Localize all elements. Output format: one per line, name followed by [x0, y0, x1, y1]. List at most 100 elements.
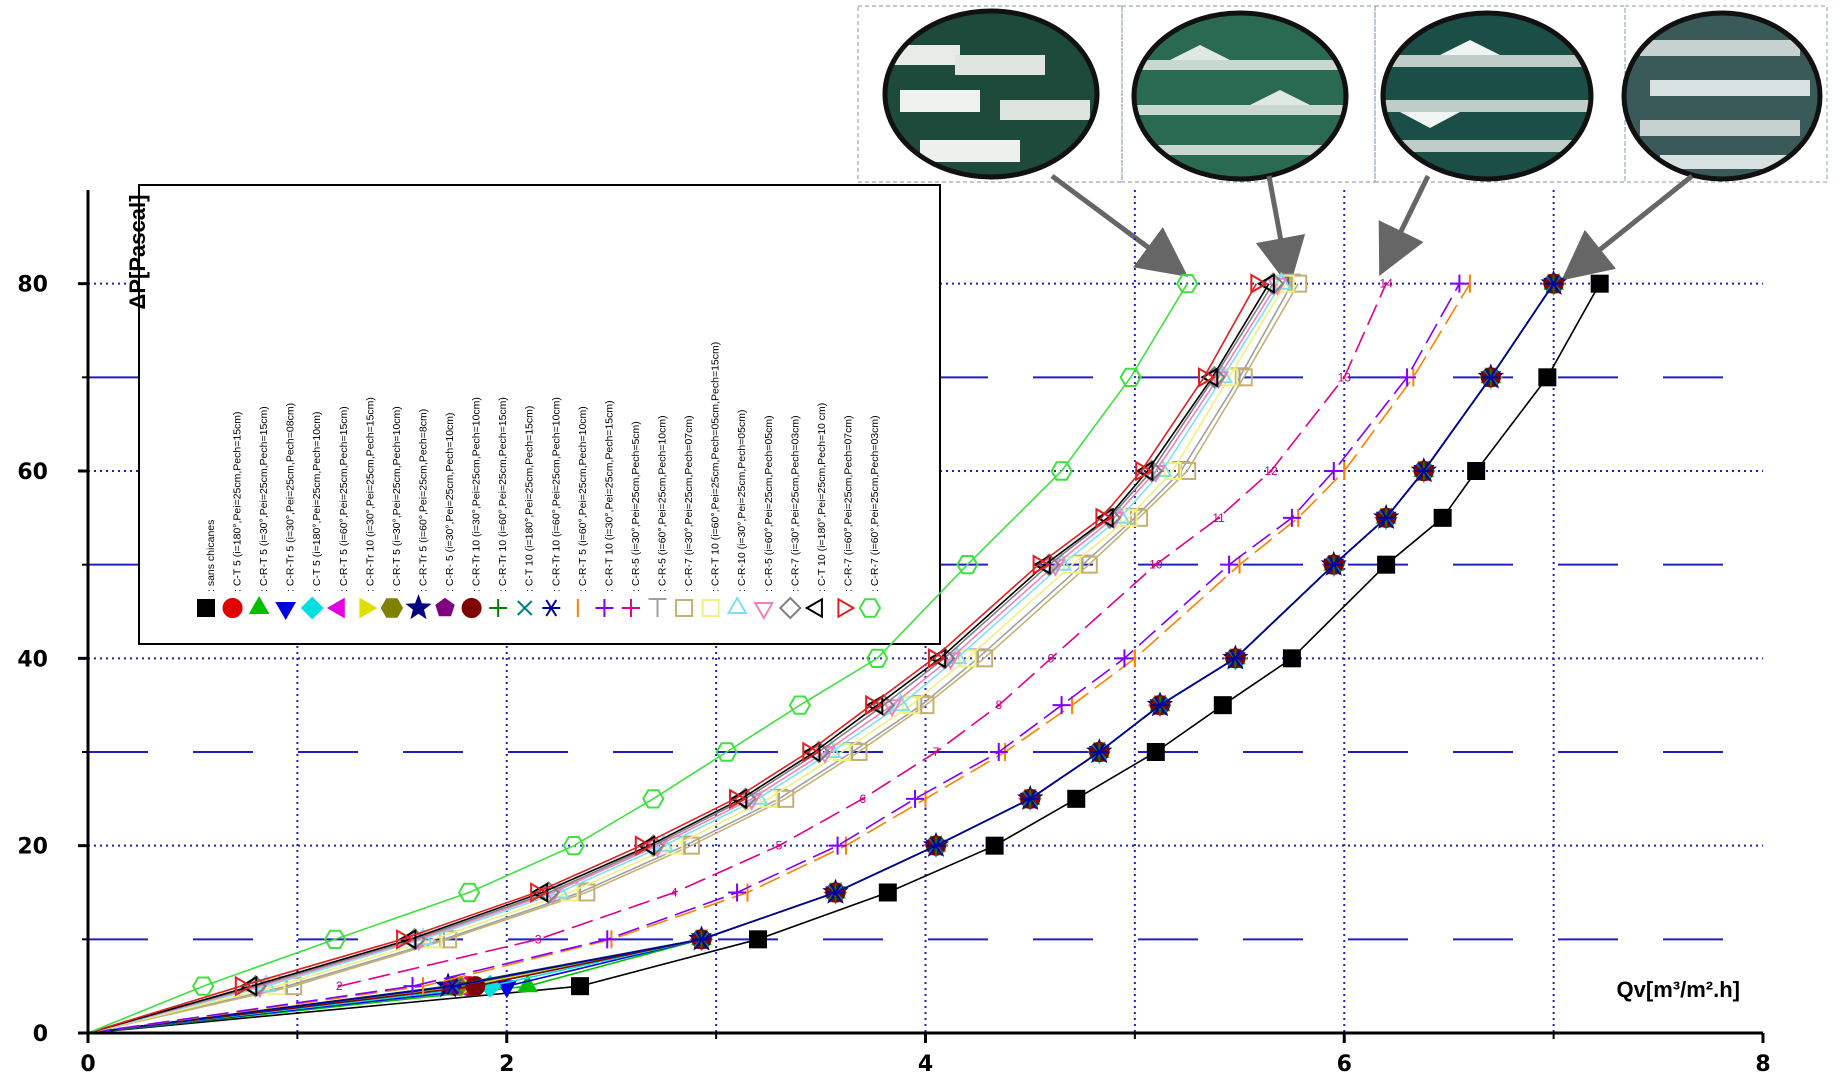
marker [1261, 272, 1285, 296]
legend-label: : C-T 5 (i=180°,Pei=25cm,Pech=10cm) [311, 411, 323, 592]
marker [405, 594, 432, 620]
marker [403, 927, 427, 951]
series [86, 274, 1199, 1035]
legend-entry: : C-R-5 (i=60°,Pei=25cm,Pech=10cm) [648, 415, 669, 617]
arrow [1255, 175, 1306, 288]
series-line [87, 283, 1471, 1034]
marker [728, 883, 747, 902]
y-tick-label: 40 [17, 647, 48, 672]
series [86, 274, 1609, 1035]
photo-border [1621, 10, 1823, 182]
marker [595, 599, 614, 617]
marker [692, 930, 711, 948]
marker [244, 974, 267, 998]
marker [1119, 367, 1142, 387]
legend-entry: : C-R-Tr 5 (i=60°,Pei=25cm,Pech=8cm) [405, 409, 432, 620]
marker [866, 648, 889, 668]
legend-entry: : C-R-7 (i=30°,Pei=25cm,Pech=07cm) [675, 415, 695, 617]
marker [675, 599, 694, 617]
marker [1276, 274, 1295, 293]
series: 234567891011121314 [336, 277, 1393, 994]
marker [1213, 696, 1232, 715]
marker [802, 741, 821, 763]
legend-label: : sans chicanes [205, 520, 217, 592]
legend-label: : C-R-Tr 5 (i=30°,Pei=25cm,Pech=08cm) [285, 403, 297, 592]
marker [1095, 507, 1114, 529]
legend-box [138, 184, 941, 645]
legend-entry: : C-R-T 5 (i=30°,Pei=25cm,Pech=10cm) [380, 406, 404, 618]
marker [1342, 375, 1346, 379]
marker [777, 844, 781, 848]
marker [826, 883, 845, 902]
marker [1384, 282, 1388, 286]
legend-label: : C-R- 5 (i=30°,Pei=25cm,Pech=10cm) [444, 412, 456, 592]
marker [461, 598, 482, 618]
marker [997, 703, 1001, 707]
legend-entry: : C-R-T 5 (i=60°,Pei=25cm,Pech=15cm) [326, 406, 350, 619]
marker [1282, 273, 1301, 293]
marker [300, 596, 324, 620]
legend-entry: : C-R-Tr 5 (i=30°,Pei=25cm,Pech=08cm) [275, 403, 297, 621]
marker [641, 834, 665, 858]
marker [598, 930, 617, 949]
marker [837, 597, 856, 619]
marker [222, 598, 243, 618]
marker [1324, 462, 1343, 480]
marker [1324, 556, 1343, 574]
y-axis-label: ΔP[Pascal] [125, 195, 150, 310]
marker [989, 743, 1008, 761]
legend-label: : C-R-T 5 (i=60°,Pei=25cm,Pech=10cm) [577, 406, 589, 592]
legend-entry: : C-T 5 (i=180°,Pei=25cm,Pech=15cm) [222, 411, 244, 618]
marker [804, 597, 823, 619]
legend-entry: : C-R-10 (i=30°,Pei=25cm,Pech=05cm) [726, 410, 748, 614]
legend-label: : C-R-Tr 10 (i=60°,Pei=25cm,Pech=15cm) [497, 397, 509, 592]
legend-entry: : C-R-Tr 10 (i=60°,Pei=25cm,Pech=15cm) [489, 397, 509, 617]
legend-entry: : C-R-7 (i=30°,Pei=25cm,Pech=03cm) [778, 415, 802, 620]
legend-label: : C-R-T 5 (i=30°,Pei=25cm,Pech=10cm) [391, 406, 403, 592]
legend-entry: : C-R-T 10 (i=30°,Pei=25cm,Pech=15cm) [595, 400, 615, 617]
marker [637, 835, 656, 857]
legend-entry: : C-T 5 (i=180°,Pei=25cm,Pech=10cm) [300, 411, 324, 620]
marker [749, 930, 767, 949]
marker [1115, 649, 1134, 668]
legend-label: : C-R-7 (i=60°,Pei=25cm,Pech=03cm) [869, 415, 881, 592]
marker [985, 836, 1004, 855]
legend-label: : C-R-T 5 (i=60°,Pei=25cm,Pech=15cm) [338, 406, 350, 592]
marker [248, 595, 270, 614]
marker [1538, 368, 1557, 387]
marker [192, 976, 215, 996]
marker [729, 788, 748, 810]
marker [1282, 649, 1301, 668]
plot: 234567891011121314 [86, 269, 1609, 1035]
legend-label: : C-R-T 10 (i=30°,Pei=25cm,Pech=15cm) [603, 400, 615, 592]
legend-entry: : C-R- 5 (i=30°,Pei=25cm,Pech=10cm) [435, 412, 456, 617]
marker [1377, 555, 1396, 574]
marker [275, 602, 297, 621]
legend-label: : C-R-7 (i=30°,Pei=25cm,Pech=03cm) [789, 415, 801, 592]
legend-label: : C-R-7 (i=30°,Pei=25cm,Pech=07cm) [683, 415, 695, 592]
legend-label: : C-T 10 (i=180°,Pei=25cm,Pech=10 cm) [816, 403, 828, 592]
legend-entry: : C-R-Tr 10 (i=60°,Pei=25cm,Pech=10cm) [542, 397, 562, 617]
photo [1383, 13, 1591, 179]
series-line [87, 283, 1274, 1034]
marker [1049, 656, 1053, 660]
series-line [87, 283, 1188, 1034]
x-tick-label: 2 [499, 1052, 514, 1077]
legend-entry: : C-R-Tr 10 (i=30°,Pei=25cm,Pech=15cm) [359, 397, 378, 619]
marker [865, 694, 884, 716]
marker [530, 882, 549, 903]
arrow [1378, 174, 1431, 276]
legend-entry: : C-T 10 (i=180°,Pei=25cm,Pech=10 cm) [804, 403, 828, 619]
marker [958, 649, 977, 668]
marker [562, 836, 585, 856]
photo-frame [1121, 5, 1376, 183]
legend: : sans chicanes : C-T 5 (i=180°,Pei=25cm,… [138, 184, 941, 645]
legend-label: : C-T 10 (i=180°,Pei=25cm,Pech=15cm) [524, 406, 536, 592]
marker [1050, 461, 1073, 481]
marker [634, 835, 653, 857]
marker [1154, 563, 1158, 567]
marker [234, 975, 253, 997]
marker [1163, 462, 1182, 480]
marker [398, 928, 417, 950]
marker [542, 599, 561, 617]
